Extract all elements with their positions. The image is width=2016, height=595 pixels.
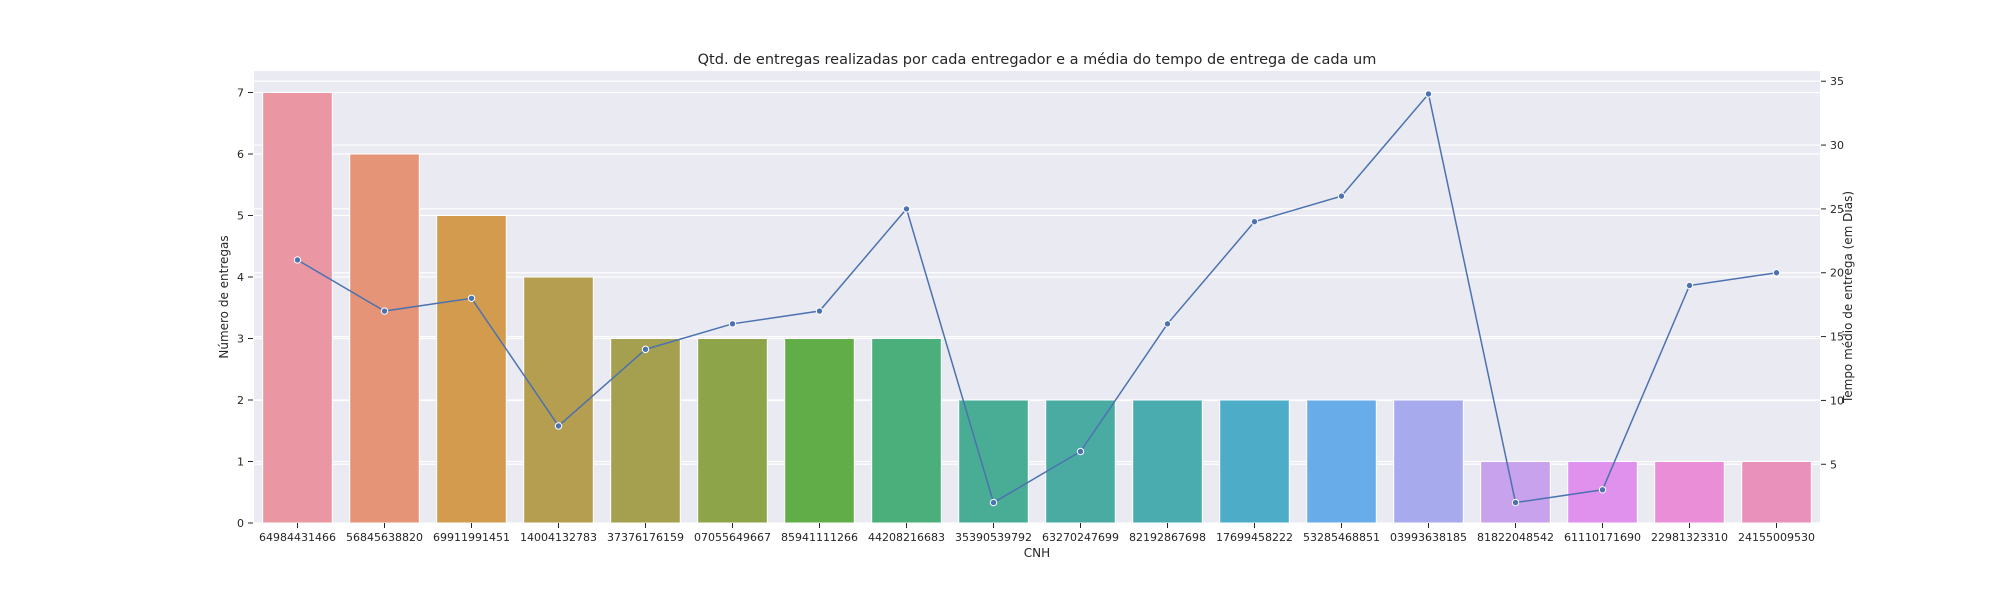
bar: [1480, 461, 1551, 524]
x-tick-label: 03993638185: [1390, 531, 1467, 544]
bar: [1045, 399, 1116, 524]
x-tick-label: 81822048542: [1477, 531, 1554, 544]
line-point: [1076, 447, 1085, 456]
bar: [436, 215, 507, 524]
line-path: [297, 92, 1777, 504]
y-axis-label: Número de entregas: [217, 235, 231, 358]
x-tick-label: 35390539792: [955, 531, 1032, 544]
line-point: [728, 320, 737, 328]
y-tick-label: 4: [237, 271, 244, 284]
x-tick-label: 64984431466: [259, 531, 336, 544]
line-point: [554, 422, 563, 430]
y2-tick-label: 15: [1830, 331, 1844, 344]
line-point: [902, 205, 911, 213]
x-tick-label: 56845638820: [346, 531, 423, 544]
y-tick-label: 5: [237, 210, 244, 223]
line-point: [1250, 217, 1259, 226]
y-tick-label: 6: [237, 148, 244, 161]
line-point: [1163, 320, 1172, 328]
line-point: [989, 498, 998, 507]
line-point: [1772, 269, 1781, 277]
bar: [1741, 461, 1812, 524]
bar: [1654, 461, 1725, 524]
y-tick-label: 0: [237, 517, 244, 530]
line-point: [1598, 486, 1607, 494]
line-point: [467, 294, 476, 302]
line-point: [1685, 281, 1694, 290]
x-tick-label: 85941111266: [781, 531, 858, 544]
bar: [1393, 399, 1464, 524]
x-tick-label: 24155009530: [1738, 531, 1815, 544]
x-tick-label: 63270247699: [1042, 531, 1119, 544]
bar: [523, 276, 594, 524]
x-tick-label: 14004132783: [520, 531, 597, 544]
x-tick-label: 53285468851: [1303, 531, 1380, 544]
y-tick-label: 7: [237, 87, 244, 100]
bar: [1132, 399, 1203, 524]
line-point: [1511, 498, 1520, 507]
y-ticks: 0 1 2 3 4 5 6 7: [237, 87, 253, 530]
x-tick-label: 44208216683: [868, 531, 945, 544]
bar: [871, 338, 942, 524]
chart-title: Qtd. de entregas realizadas por cada ent…: [698, 52, 1377, 68]
bar: [1219, 399, 1290, 524]
x-axis-label: CNH: [1024, 546, 1050, 560]
line-point: [380, 307, 389, 315]
y2-tick-label: 25: [1830, 203, 1844, 216]
line-point: [1424, 90, 1433, 98]
x-tick-label: 07055649667: [694, 531, 771, 544]
x-tick-label: 37376176159: [607, 531, 684, 544]
bar: [1306, 399, 1377, 524]
y-tick-label: 1: [237, 456, 244, 469]
y2-tick-label: 35: [1830, 75, 1844, 88]
line-series: [293, 90, 1781, 507]
x-tick-label: 82192867698: [1129, 531, 1206, 544]
bar: [697, 338, 768, 524]
x-tick-label: 69911991451: [433, 531, 510, 544]
y-tick-label: 3: [237, 333, 244, 346]
bar: [784, 338, 855, 524]
bar: [610, 338, 681, 524]
line-point: [815, 307, 824, 315]
x-tick-label: 22981323310: [1651, 531, 1728, 544]
y2-tick-label: 10: [1830, 394, 1844, 407]
y2-tick-label: 5: [1830, 458, 1837, 471]
y2-ticks: 5 10 15 20 25 30 35: [1821, 75, 1844, 471]
line-point: [1337, 192, 1346, 200]
y2-axis-label: Tempo médio de entrega (em Dias): [1841, 191, 1855, 404]
y-tick-label: 2: [237, 394, 244, 407]
bar: [262, 92, 333, 524]
bars: [262, 92, 1812, 524]
line-point: [641, 345, 650, 354]
x-ticks: 64984431466 56845638820 69911991451 1400413…: [259, 523, 1815, 544]
y2-tick-label: 20: [1830, 267, 1844, 280]
x-tick-label: 17699458222: [1216, 531, 1293, 544]
grid: [254, 80, 1820, 524]
bar: [349, 153, 420, 524]
plot-area: [254, 71, 1820, 523]
line-point: [293, 256, 302, 264]
x-tick-label: 61110171690: [1564, 531, 1641, 544]
y2-tick-label: 30: [1830, 139, 1844, 152]
